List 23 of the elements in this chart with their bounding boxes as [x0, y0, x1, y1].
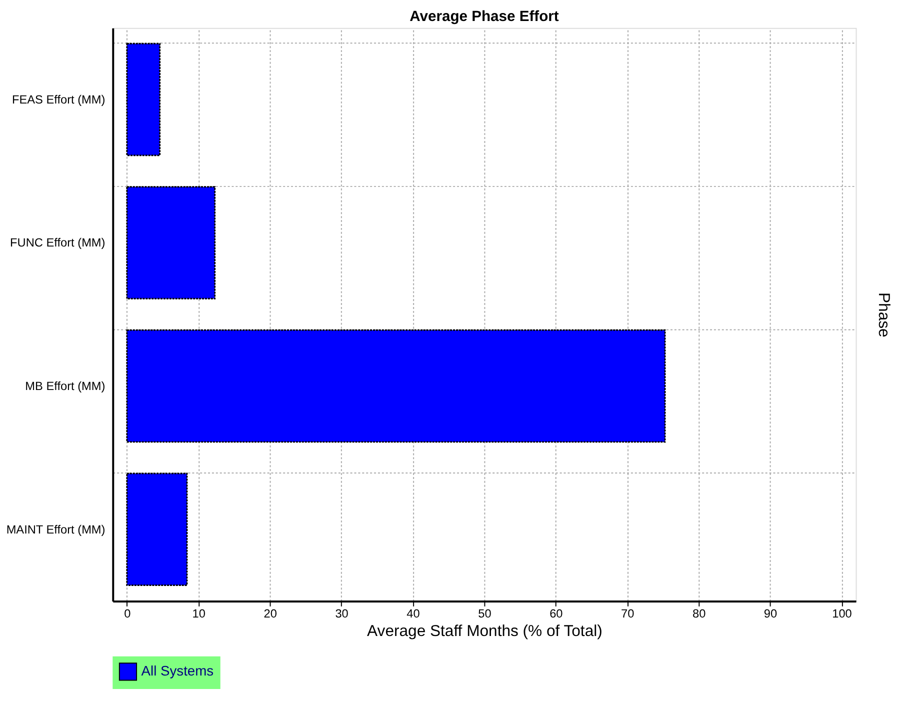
bar [126, 186, 216, 300]
bar [126, 42, 161, 156]
x-tick-label: 90 [764, 606, 778, 620]
x-axis-title: Average Staff Months (% of Total) [367, 623, 602, 640]
x-tick-label: 0 [124, 606, 132, 620]
x-tick-label: 20 [264, 606, 278, 620]
y-tick-label: MAINT Effort (MM) [6, 522, 106, 536]
legend-label: All Systems [141, 662, 214, 679]
x-tick-label: 70 [621, 606, 635, 620]
bar [126, 329, 666, 443]
x-tick-label: 10 [192, 606, 206, 620]
y-axis-title: Phase [875, 292, 892, 338]
x-tick-label: 50 [478, 606, 492, 620]
x-tick-label: 80 [692, 606, 706, 620]
x-tick-label: 100 [832, 606, 852, 620]
x-tick-label: 40 [406, 606, 420, 620]
y-tick-label: MB Effort (MM) [25, 379, 106, 394]
y-tick-label: FEAS Effort (MM) [12, 92, 106, 106]
chart-title: Average Phase Effort [410, 8, 559, 25]
y-tick-label: FUNC Effort (MM) [10, 236, 106, 250]
x-tick-label: 30 [335, 606, 349, 620]
bar [126, 472, 188, 586]
x-tick-label: 60 [550, 606, 564, 620]
